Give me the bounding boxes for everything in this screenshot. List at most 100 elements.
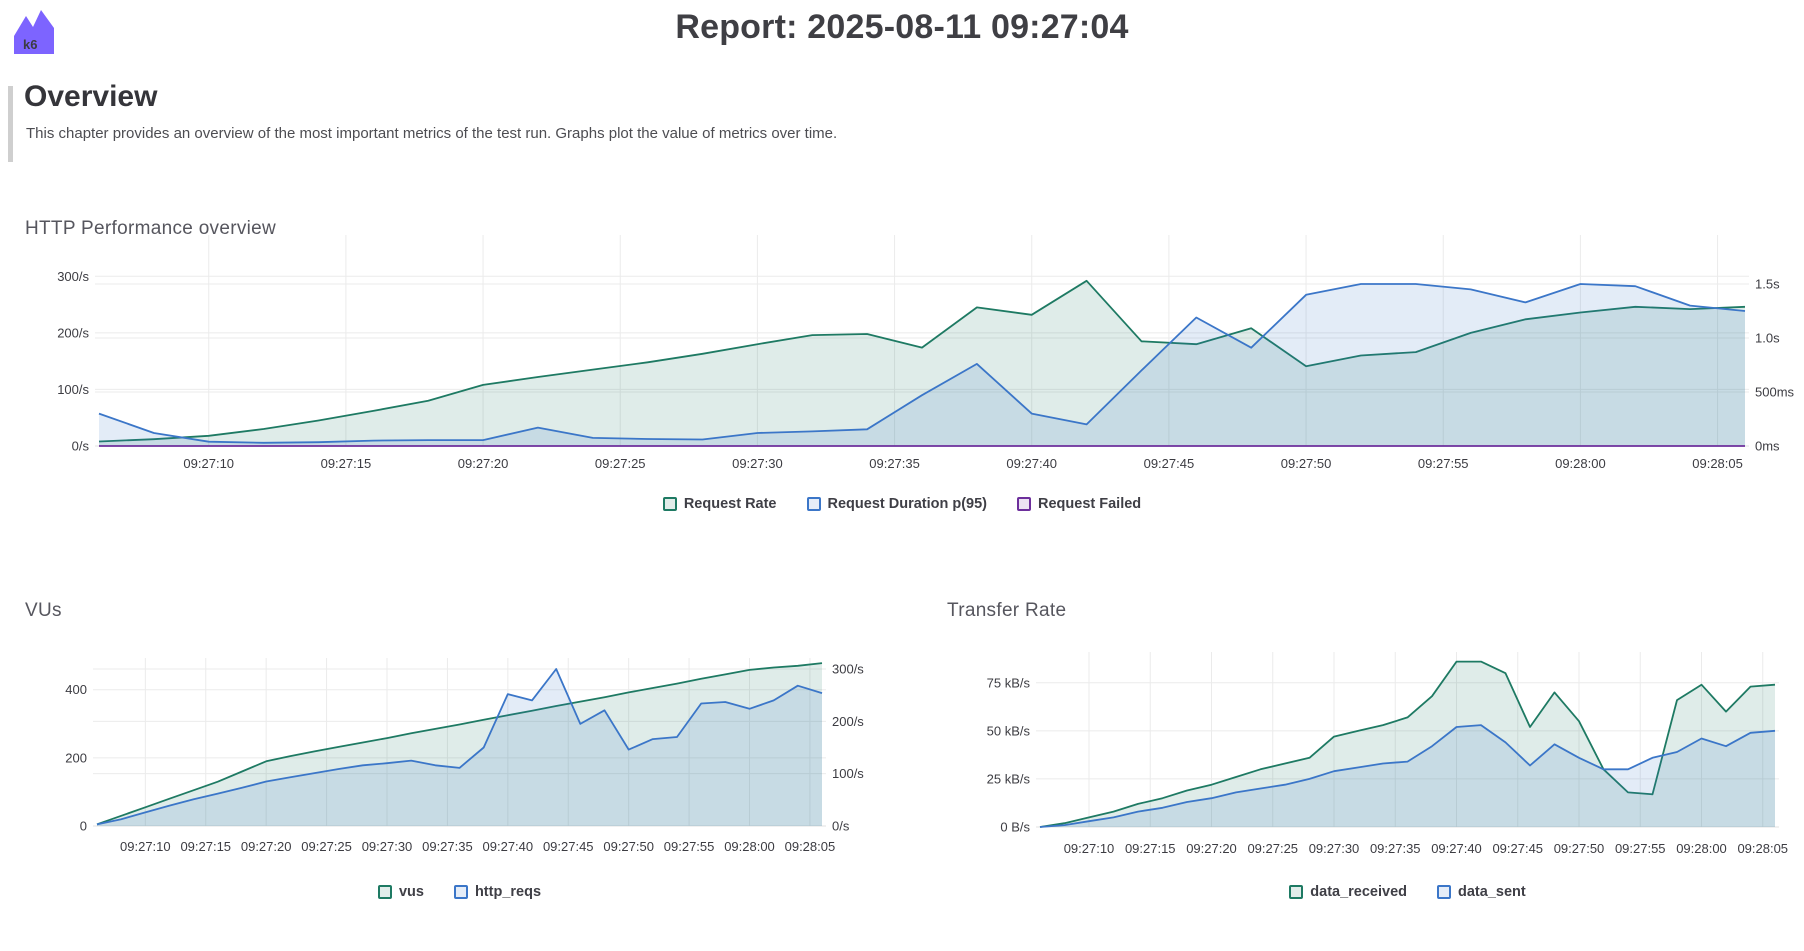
y-axis-label: 1.5s bbox=[1755, 277, 1780, 292]
vus-chart: 09:27:10 09:27:15 09:27:20 09:27:25 09:27:30… bbox=[65, 658, 864, 854]
legend-label: http_reqs bbox=[474, 884, 542, 900]
legend-swatch-icon bbox=[1289, 885, 1304, 899]
legend-item[interactable]: Request Rate bbox=[662, 496, 777, 512]
y-axis-label: 100/s bbox=[57, 382, 89, 397]
x-axis-label: 09:27:50 bbox=[1554, 841, 1605, 856]
y-axis-label: 0 bbox=[80, 819, 87, 834]
k6-logo-mountain bbox=[14, 10, 54, 54]
x-axis-label: 09:27:55 bbox=[1615, 841, 1666, 856]
y-axis-label: 300/s bbox=[57, 269, 89, 284]
y-axis-label: 200/s bbox=[57, 325, 89, 340]
legend-swatch-icon bbox=[1437, 885, 1452, 899]
x-axis-label: 09:27:20 bbox=[458, 456, 509, 471]
y-axis-label: 500ms bbox=[1755, 385, 1795, 400]
y-axis-label: 0/s bbox=[72, 439, 90, 454]
k6-logo-text: k6 bbox=[23, 37, 37, 52]
x-axis-label: 09:28:05 bbox=[1737, 841, 1788, 856]
series-line bbox=[96, 662, 823, 826]
k6-logo: k6 bbox=[14, 10, 54, 54]
x-axis-label: 09:27:10 bbox=[1064, 841, 1115, 856]
http-performance-legend: Request Rate Request Duration p(95) Reques… bbox=[0, 496, 1804, 512]
x-axis-label: 09:27:30 bbox=[1309, 841, 1360, 856]
x-axis-label: 09:27:30 bbox=[732, 456, 783, 471]
section-title: Overview bbox=[24, 80, 158, 113]
x-axis-label: 09:27:30 bbox=[362, 839, 413, 854]
legend-item[interactable]: vus bbox=[377, 884, 424, 900]
x-axis-label: 09:27:25 bbox=[1247, 841, 1298, 856]
x-axis-label: 09:27:15 bbox=[1125, 841, 1176, 856]
y-axis-label: 400 bbox=[65, 682, 87, 697]
y-axis-label: 25 kB/s bbox=[987, 771, 1031, 786]
x-axis-label: 09:28:05 bbox=[785, 839, 836, 854]
x-axis-label: 09:28:00 bbox=[724, 839, 775, 854]
x-axis-label: 09:27:10 bbox=[120, 839, 171, 854]
x-axis-label: 09:27:40 bbox=[1006, 456, 1057, 471]
legend-swatch-icon bbox=[662, 497, 677, 511]
legend-label: vus bbox=[398, 884, 424, 900]
section-description: This chapter provides an overview of the… bbox=[26, 125, 838, 142]
series-area bbox=[1040, 661, 1775, 827]
legend-item[interactable]: Request Failed bbox=[1017, 496, 1141, 512]
x-axis-label: 09:28:00 bbox=[1555, 456, 1606, 471]
x-axis-label: 09:27:50 bbox=[1281, 456, 1332, 471]
x-axis-label: 09:27:55 bbox=[664, 839, 715, 854]
y-axis-label: 100/s bbox=[832, 766, 864, 781]
x-axis-label: 09:27:35 bbox=[422, 839, 473, 854]
series-area bbox=[97, 663, 822, 826]
x-axis-label: 09:28:00 bbox=[1676, 841, 1727, 856]
chart-title-http-performance: HTTP Performance overview bbox=[25, 218, 277, 239]
y-axis-label: 75 kB/s bbox=[987, 675, 1031, 690]
legend-label: Request Rate bbox=[683, 496, 777, 512]
legend-swatch-icon bbox=[806, 497, 821, 511]
x-axis-label: 09:27:10 bbox=[183, 456, 234, 471]
legend-item[interactable]: http_reqs bbox=[453, 884, 542, 900]
x-axis-label: 09:27:45 bbox=[543, 839, 594, 854]
y-axis-label: 0/s bbox=[832, 819, 850, 834]
x-axis-label: 09:27:25 bbox=[595, 456, 646, 471]
x-axis-label: 09:27:25 bbox=[301, 839, 352, 854]
chart-title-vus: VUs bbox=[25, 600, 62, 621]
series-line bbox=[98, 283, 1746, 444]
x-axis-label: 09:27:45 bbox=[1144, 456, 1195, 471]
x-axis-label: 09:27:55 bbox=[1418, 456, 1469, 471]
series-line bbox=[96, 668, 823, 826]
series-area bbox=[99, 280, 1745, 446]
transfer-rate-legend: data_received data_sent bbox=[1040, 884, 1775, 900]
series-line bbox=[1039, 724, 1776, 828]
legend-swatch-icon bbox=[377, 885, 392, 899]
x-axis-label: 09:27:15 bbox=[321, 456, 372, 471]
legend-label: Request Failed bbox=[1038, 496, 1142, 512]
legend-label: data_received bbox=[1310, 884, 1408, 900]
y-axis-label: 0 B/s bbox=[1000, 820, 1030, 835]
vus-legend: vus http_reqs bbox=[97, 884, 822, 900]
legend-item[interactable]: data_sent bbox=[1437, 884, 1526, 900]
series-line bbox=[98, 279, 1746, 443]
series-area bbox=[1040, 725, 1775, 827]
legend-item[interactable]: Request Duration p(95) bbox=[806, 496, 988, 512]
x-axis-label: 09:28:05 bbox=[1692, 456, 1743, 471]
x-axis-label: 09:27:20 bbox=[1186, 841, 1237, 856]
x-axis-label: 09:27:45 bbox=[1492, 841, 1543, 856]
y-axis-label: 200 bbox=[65, 750, 87, 765]
section-accent-bar bbox=[8, 86, 13, 162]
transfer-rate-chart: 09:27:10 09:27:15 09:27:20 09:27:25 09:27:30… bbox=[987, 652, 1788, 856]
y-axis-label: 300/s bbox=[832, 661, 864, 676]
x-axis-label: 09:27:15 bbox=[180, 839, 231, 854]
legend-label: data_sent bbox=[1458, 884, 1526, 900]
chart-title-transfer-rate: Transfer Rate bbox=[947, 600, 1067, 621]
x-axis-label: 09:27:20 bbox=[241, 839, 292, 854]
x-axis-label: 09:27:40 bbox=[483, 839, 534, 854]
page-title: Report: 2025-08-11 09:27:04 bbox=[675, 8, 1129, 46]
series-area bbox=[97, 669, 822, 826]
legend-swatch-icon bbox=[1017, 497, 1032, 511]
series-line bbox=[1039, 660, 1776, 828]
x-axis-label: 09:27:35 bbox=[869, 456, 920, 471]
y-axis-label: 200/s bbox=[832, 714, 864, 729]
legend-label: Request Duration p(95) bbox=[827, 496, 988, 512]
y-axis-label: 50 kB/s bbox=[987, 723, 1031, 738]
legend-item[interactable]: data_received bbox=[1289, 884, 1407, 900]
x-axis-label: 09:27:35 bbox=[1370, 841, 1421, 856]
x-axis-label: 09:27:50 bbox=[603, 839, 654, 854]
y-axis-label: 0ms bbox=[1755, 439, 1780, 454]
